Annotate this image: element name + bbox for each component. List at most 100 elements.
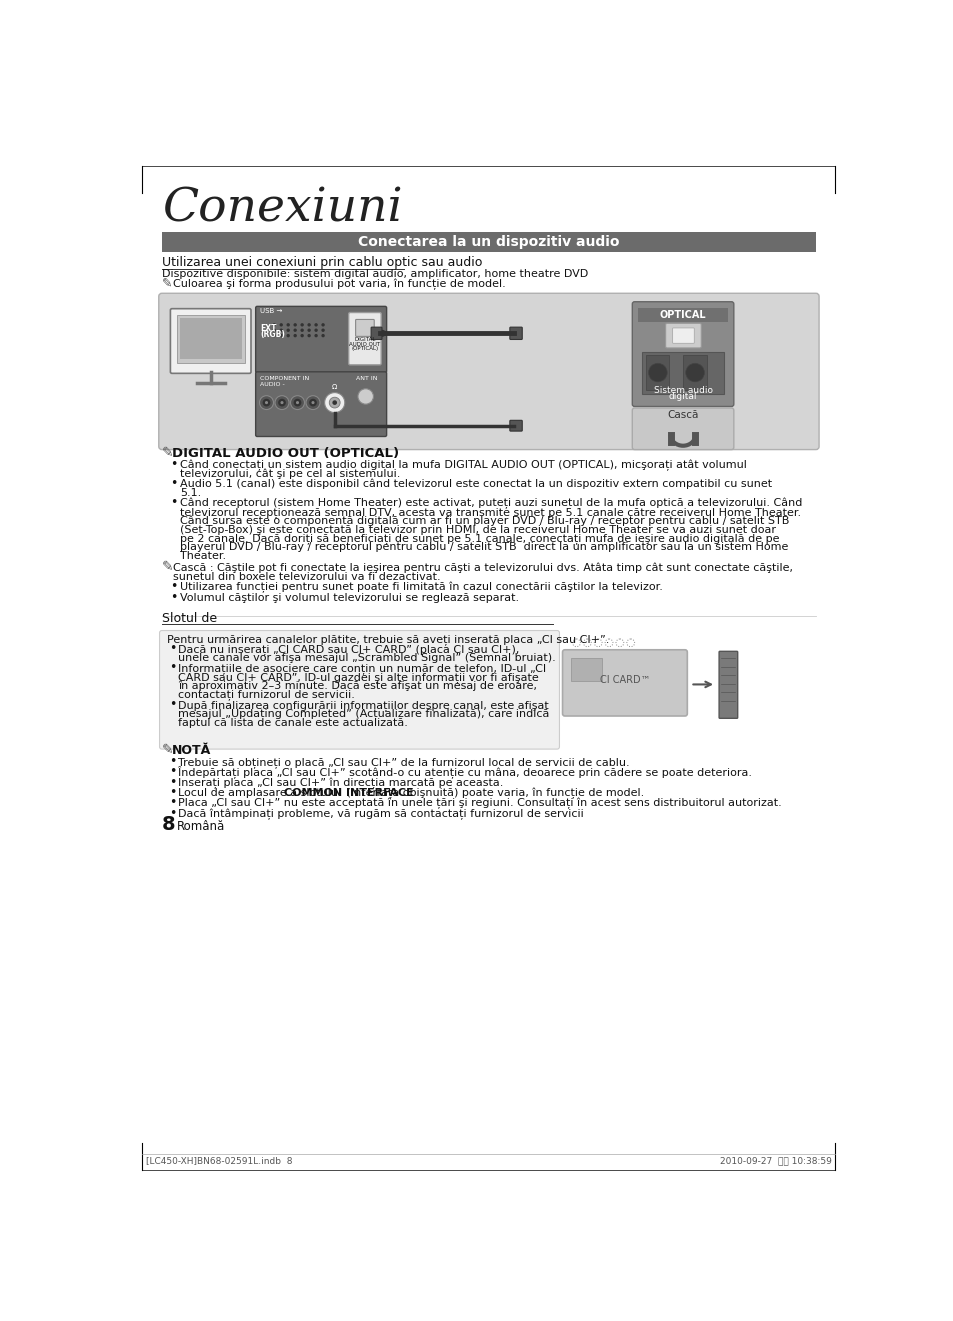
FancyBboxPatch shape: [371, 328, 381, 339]
Circle shape: [314, 329, 317, 332]
Text: •: •: [169, 786, 176, 799]
Text: •: •: [171, 580, 177, 593]
Text: Audio 5.1 (canal) este disponibil când televizorul este conectat la un dispoziti: Audio 5.1 (canal) este disponibil când t…: [179, 478, 771, 489]
Circle shape: [279, 329, 283, 332]
Text: •: •: [171, 477, 177, 490]
Circle shape: [332, 400, 336, 406]
Text: (Interfața obişnuită) poate varia, în funcție de model.: (Interfața obişnuită) poate varia, în fu…: [343, 787, 644, 799]
Text: Trebuie să obțineți o placă „CI sau CI+” de la furnizorul local de servicii de c: Trebuie să obțineți o placă „CI sau CI+”…: [178, 757, 629, 768]
Text: COMMON INTERFACE: COMMON INTERFACE: [284, 789, 414, 798]
Text: •: •: [169, 642, 176, 655]
Circle shape: [286, 329, 290, 332]
Text: unele canale vor afişa mesajul „Scrambled Signal” (Semnal bruiat).: unele canale vor afişa mesajul „Scramble…: [178, 653, 556, 663]
Text: EXT: EXT: [260, 324, 276, 333]
Circle shape: [307, 329, 311, 332]
Bar: [176, 314, 245, 362]
Circle shape: [300, 334, 304, 337]
Circle shape: [262, 399, 270, 407]
FancyBboxPatch shape: [562, 650, 686, 716]
Text: Cască: Cască: [667, 410, 698, 420]
Text: •: •: [171, 457, 177, 470]
Circle shape: [314, 334, 317, 337]
Text: CI CARD™: CI CARD™: [599, 675, 650, 684]
Circle shape: [278, 399, 286, 407]
Circle shape: [309, 399, 316, 407]
Circle shape: [648, 363, 666, 382]
Circle shape: [286, 334, 290, 337]
Bar: [682, 355, 706, 390]
FancyBboxPatch shape: [158, 293, 819, 449]
Text: USB →: USB →: [260, 308, 282, 313]
Text: •: •: [169, 797, 176, 810]
Text: Informațiile de asociere care conțin un număr de telefon, ID-ul „CI: Informațiile de asociere care conțin un …: [178, 663, 546, 674]
Text: Când sursa este o componentă digitală cum ar fi un player DVD / Blu-ray / recept: Când sursa este o componentă digitală cu…: [179, 515, 788, 526]
Circle shape: [300, 329, 304, 332]
Text: Conectarea la un dispozitiv audio: Conectarea la un dispozitiv audio: [357, 235, 619, 248]
Text: contactați furnizorul de servicii.: contactați furnizorul de servicii.: [178, 690, 355, 700]
Text: ANT IN: ANT IN: [356, 375, 377, 380]
Text: televizorul recepționează semnal DTV, acesta va transmite sunet pe 5.1 canale că: televizorul recepționează semnal DTV, ac…: [179, 507, 800, 518]
Text: Conexiuni: Conexiuni: [162, 186, 402, 231]
Text: AUDIO -: AUDIO -: [260, 382, 285, 387]
Text: Culoarea şi forma produsului pot varia, în funcție de model.: Culoarea şi forma produsului pot varia, …: [173, 279, 506, 289]
Text: Sistem audio: Sistem audio: [653, 386, 712, 395]
FancyBboxPatch shape: [509, 328, 521, 339]
Circle shape: [324, 392, 344, 412]
Text: 2010-09-27  오전 10:38:59: 2010-09-27 오전 10:38:59: [719, 1156, 831, 1165]
Circle shape: [311, 402, 314, 404]
Text: Română: Română: [177, 820, 226, 834]
Circle shape: [286, 324, 290, 326]
Text: •: •: [169, 754, 176, 768]
Bar: [645, 355, 669, 390]
Text: DIGITAL AUDIO OUT (OPTICAL): DIGITAL AUDIO OUT (OPTICAL): [172, 448, 398, 460]
Text: COMPONENT IN: COMPONENT IN: [260, 375, 309, 380]
Text: Ω: Ω: [332, 383, 337, 390]
FancyBboxPatch shape: [162, 231, 815, 252]
Circle shape: [294, 334, 296, 337]
Text: •: •: [171, 590, 177, 604]
Text: •: •: [171, 497, 177, 509]
Circle shape: [265, 402, 268, 404]
Text: Theater.: Theater.: [179, 551, 226, 561]
Text: ✎: ✎: [162, 560, 173, 575]
Text: ✎: ✎: [162, 744, 173, 757]
Bar: [571, 658, 601, 682]
FancyBboxPatch shape: [719, 651, 737, 719]
Text: în aproximativ 2–3 minute. Dacă este afişat un mesaj de eroare,: în aproximativ 2–3 minute. Dacă este afi…: [178, 680, 537, 691]
Text: •: •: [169, 775, 176, 789]
Text: sunetul din boxele televizorului va fi dezactivat.: sunetul din boxele televizorului va fi d…: [173, 572, 440, 583]
Bar: [179, 318, 241, 359]
FancyBboxPatch shape: [672, 328, 694, 343]
Text: Locul de amplasare a slotului: Locul de amplasare a slotului: [178, 789, 344, 798]
FancyBboxPatch shape: [171, 309, 251, 374]
FancyBboxPatch shape: [159, 630, 558, 749]
Text: AUDIO OUT: AUDIO OUT: [349, 342, 380, 346]
Circle shape: [314, 324, 317, 326]
FancyBboxPatch shape: [348, 313, 381, 365]
Circle shape: [294, 324, 296, 326]
Text: faptul că lista de canale este actualizată.: faptul că lista de canale este actualiza…: [178, 717, 408, 728]
Text: Utilizarea funcției pentru sunet poate fi limitată în cazul conectării căştilor : Utilizarea funcției pentru sunet poate f…: [179, 583, 662, 593]
Text: NOTĂ: NOTĂ: [172, 745, 212, 757]
Bar: [641, 351, 723, 394]
Circle shape: [279, 324, 283, 326]
Text: OPTICAL: OPTICAL: [659, 310, 705, 320]
Text: (OPTICAL): (OPTICAL): [351, 346, 378, 351]
Circle shape: [306, 396, 319, 410]
Text: (Set-Top-Box) şi este conectată la televizor prin HDMI, de la receiverul Home Th: (Set-Top-Box) şi este conectată la telev…: [179, 524, 775, 535]
Text: [LC450-XH]BN68-02591L.indb  8: [LC450-XH]BN68-02591L.indb 8: [146, 1156, 293, 1165]
Text: (RGB): (RGB): [260, 330, 285, 339]
Text: Îndepărtați placa „CI sau CI+” scotând-o cu atenție cu mâna, deoarece prin căder: Îndepărtați placa „CI sau CI+” scotând-o…: [178, 765, 751, 778]
Circle shape: [307, 324, 311, 326]
Text: pe 2 canale. Dacă doriți să beneficiați de sunet pe 5.1 canale, conectați mufa d: pe 2 canale. Dacă doriți să beneficiați …: [179, 534, 779, 544]
Circle shape: [294, 329, 296, 332]
Circle shape: [357, 388, 373, 404]
Circle shape: [273, 329, 275, 332]
Text: Când receptorul (sistem Home Theater) este activat, puteți auzi sunetul de la mu: Când receptorul (sistem Home Theater) es…: [179, 498, 801, 509]
Text: •: •: [169, 697, 176, 711]
Text: digital: digital: [668, 392, 697, 400]
Text: 5.1.: 5.1.: [179, 487, 201, 498]
Circle shape: [259, 396, 274, 410]
Text: Placa „CI sau CI+” nu este acceptată în unele țări şi regiuni. Consultați în ace: Placa „CI sau CI+” nu este acceptată în …: [178, 798, 781, 810]
Text: 8: 8: [162, 815, 175, 835]
